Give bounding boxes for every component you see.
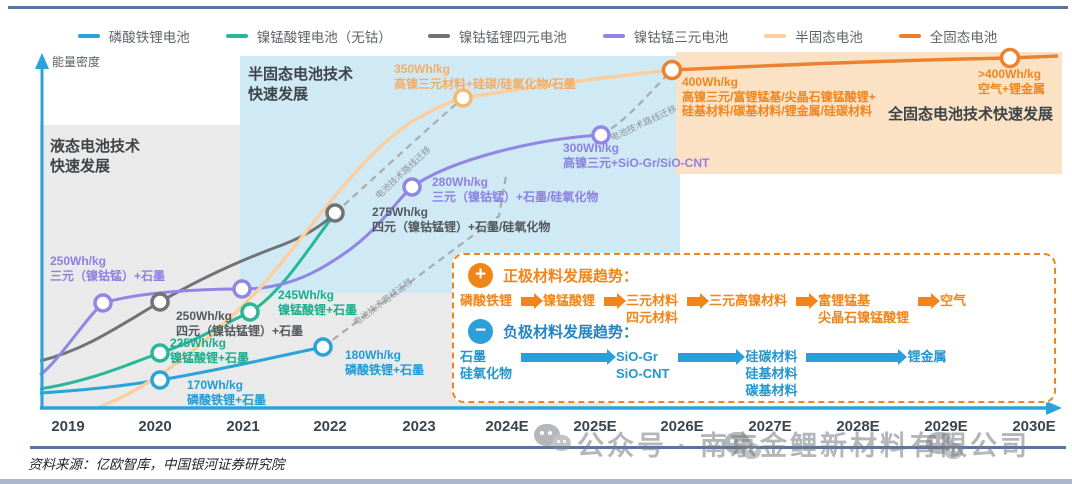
legend-label: 镍钴锰锂四元电池 [458,30,567,45]
x-tick-2022: 2022 [313,418,347,435]
data-point-lfp-170 [150,370,170,390]
x-tick-2025e: 2025E [573,418,617,435]
legend-label: 全固态电池 [929,30,998,45]
data-point-semi-350 [453,88,473,108]
data-point-lfp-180 [313,337,333,357]
data-point-lnmo-225 [150,343,170,363]
anode-step-si-c: 硅碳材料 硅基材料 碳基材料 [745,349,798,398]
annotation-lfp-170: 170Wh/kg 磷酸铁锂+石墨 [187,378,267,407]
migration-link-lfp-to-ncm [322,175,508,348]
annotation-ncm-300: 300Wh/kg 高镍三元+SiO-Gr/SiO-CNT [563,141,710,170]
wechat-icon [724,432,762,464]
anode-step-sio: SiO-Gr SiO-CNT [616,349,670,381]
y-axis-label: 能量密度 [52,55,101,69]
material-trends-box: 正极材料发展趋势： 磷酸铁锂 镍锰酸锂 三元材料 四元材料 三元高镍材料 富锂锰… [452,253,1056,403]
annotation-lfp-180: 180Wh/kg 磷酸铁锂+石墨 [345,348,425,377]
legend-label: 半固态电池 [795,30,863,45]
legend-swatch-semi-solid [764,34,787,38]
legend: 磷酸铁锂电池 镍锰酸锂电池（无钴） 镍钴锰锂四元电池 镍钴锰三元电池 半固态电池… [50,26,1025,46]
arrow-right-icon [521,349,617,365]
legend-item-semi-solid: 半固态电池 [764,26,863,46]
cathode-trend-flow: 磷酸铁锂 镍锰酸锂 三元材料 四元材料 三元高镍材料 富锂锰基 尖晶石镍锰酸锂 … [460,293,967,325]
annotation-quad-275: 275Wh/kg 四元（镍钴锰锂）+石墨/硅氧化物 [372,205,551,234]
watermark-text: 公众号 · 南京金鲤新材料有限公司 [577,431,1030,461]
legend-item-lnmo: 镍锰酸锂电池（无钴） [225,26,392,46]
arrow-right-icon [796,293,819,309]
arrow-right-icon [521,293,544,309]
wechat-icon [926,432,964,464]
legend-label: 镍钴锰三元电池 [633,30,729,45]
x-tick-2027e: 2027E [748,418,792,435]
x-tick-2020: 2020 [138,418,172,435]
legend-item-ncm: 镍钴锰三元电池 [602,26,729,46]
x-tick-2028e: 2028E [836,418,880,435]
legend-item-lfp: 磷酸铁锂电池 [77,26,190,46]
anode-step-graphite: 石墨 硅氧化物 [460,349,513,381]
plus-icon [468,263,493,288]
legend-item-all-solid: 全固态电池 [898,26,998,46]
lnmo-line [39,213,337,391]
arrow-right-icon [678,349,746,365]
arrow-right-icon [687,293,710,309]
migration-link-quad-to-semi [334,97,464,214]
data-point-ncm-260 [232,279,252,299]
data-point-solid-400plus [999,47,1021,69]
anode-trend-flow: 石墨 硅氧化物 SiO-Gr SiO-CNT 硅碳材料 硅基材料 碳基材料 锂金… [460,349,947,398]
data-point-lnmo-245 [240,302,260,322]
data-point-quad-250 [150,292,170,312]
legend-item-quad: 镍钴锰锂四元电池 [427,26,567,46]
arrow-right-icon [604,293,627,309]
legend-swatch-ncm [602,34,625,38]
wechat-icon [534,424,572,456]
region-title-liquid: 液态电池技术 快速发展 [50,138,141,176]
semi-solid-line [98,68,673,409]
minus-icon [468,319,493,344]
annotation-lnmo-245: 245Wh/kg 镍锰酸锂+石墨 [278,288,358,317]
top-divider [8,6,1068,9]
legend-swatch-quad [427,34,450,38]
cathode-step-ternary-quad: 三元材料 四元材料 [626,293,679,325]
data-point-ncm-280 [402,177,422,197]
legend-swatch-lfp [77,34,100,38]
x-tick-2029e: 2029E [924,418,968,435]
region-title-all-solid: 全固态电池技术快速发展 [888,106,1054,123]
arrow-right-icon [806,349,908,365]
bottom-divider [30,446,1066,449]
cathode-step-limn-rich: 富锂锰基 尖晶石镍锰酸锂 [818,293,910,325]
annotation-ncm-250: 250Wh/kg 三元（镍钴锰）+石墨 [50,254,166,283]
region-title-semi-solid: 半固态电池技术 快速发展 [248,66,354,104]
legend-swatch-lnmo [225,34,248,38]
x-tick-2021: 2021 [226,418,260,435]
data-point-quad-275 [325,203,345,223]
all-solid-line [671,54,1059,72]
x-tick-2024e: 2024E [485,418,529,435]
x-tick-2023: 2023 [402,418,436,435]
x-tick-2026e: 2026E [660,418,704,435]
y-axis-arrow-icon [35,53,49,69]
page-bottom-band [0,479,1072,484]
anode-trend-title: 负极材料发展趋势： [503,324,639,341]
annotation-solid-400plus: >400Wh/kg 空气+锂金属 [978,67,1046,96]
annotation-ncm-280: 280Wh/kg 三元（镍钴锰）+石墨/硅氧化物 [432,175,599,204]
data-point-ncm-300 [591,125,611,145]
cathode-trend-title: 正极材料发展趋势： [503,268,639,285]
annotation-solid-400: 400Wh/kg 高镍三元/富锂锰基/尖晶石镍锰酸锂+ 硅基材料/碳基材料/锂金属/… [682,75,876,119]
data-point-ncm-250 [93,293,113,313]
legend-swatch-all-solid [898,34,921,38]
source-note: 资料来源：亿欧智库，中国银河证券研究院 [28,457,285,472]
legend-label: 磷酸铁锂电池 [108,30,190,45]
x-tick-2019: 2019 [51,418,85,435]
arrow-right-icon [918,293,941,309]
x-tick-2030e: 2030E [1012,418,1056,435]
cathode-trend-header: 正极材料发展趋势： [468,263,638,288]
data-point-solid-400 [661,59,683,81]
annotation-semi-350: 350Wh/kg 高镍三元材料+硅碳/硅氧化物/石墨 [394,62,576,91]
annotation-quad-250: 250Wh/kg 四元（镍钴锰锂）+石墨 [176,309,304,338]
x-axis-arrow-icon [1046,401,1062,415]
all-solid-phase-region [676,52,1062,174]
anode-trend-header: 负极材料发展趋势： [468,319,638,344]
annotation-lnmo-225: 225Wh/kg 镍锰酸锂+石墨 [170,336,250,365]
legend-label: 镍锰酸锂电池（无钴） [256,30,392,45]
